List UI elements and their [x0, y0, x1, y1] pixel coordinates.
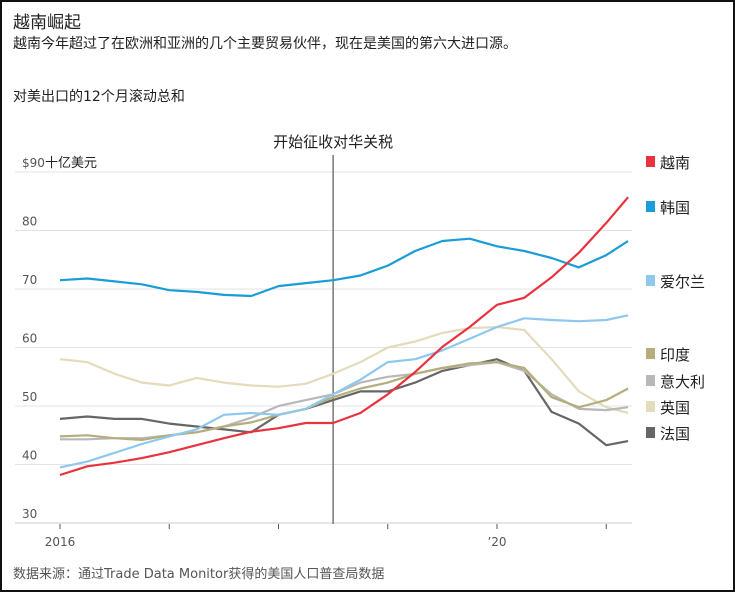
y-tick-label: 70: [22, 273, 37, 287]
legend-swatch: [646, 201, 655, 212]
legend-swatch: [646, 275, 655, 286]
legend-item: 越南: [646, 154, 690, 172]
legend-item: 意大利: [646, 373, 705, 391]
y-tick-label: 30: [22, 507, 37, 521]
legend-item: 韩国: [646, 199, 690, 217]
legend-label: 越南: [660, 154, 690, 172]
legend-label: 英国: [660, 399, 690, 417]
x-tick-label: ’20: [487, 535, 506, 549]
y-tick-label: 40: [22, 449, 37, 463]
series-line-1: [59, 237, 629, 298]
y-tick-label: $90: [22, 156, 45, 170]
measure-description: 对美出口的12个月滚动总和: [13, 89, 185, 105]
legend-label: 韩国: [660, 199, 690, 217]
y-tick-label: 50: [22, 390, 37, 404]
chart-title: 越南崛起: [13, 13, 81, 33]
series-line-2: [59, 314, 629, 469]
legend-label: 法国: [660, 425, 690, 443]
series-line-3: [59, 361, 629, 441]
legend-swatch: [646, 401, 655, 412]
legend-item: 法国: [646, 425, 690, 443]
series-line-0: [59, 196, 629, 477]
legend-label: 印度: [660, 346, 690, 364]
x-tick-label: 2016: [45, 535, 76, 549]
legend-item: 英国: [646, 399, 690, 417]
legend-label: 意大利: [660, 373, 705, 391]
legend-item: 爱尔兰: [646, 273, 705, 291]
legend-swatch: [646, 375, 655, 386]
y-tick-label: 60: [22, 332, 37, 346]
y-tick-label: 80: [22, 215, 37, 229]
source-note: 数据来源：通过Trade Data Monitor获得的美国人口普查局数据: [13, 567, 385, 582]
legend-item: 印度: [646, 346, 690, 364]
y-axis-unit-label: 十亿美元: [45, 156, 97, 171]
series-line-5: [59, 325, 629, 415]
tariff-annotation-label: 开始征收对华关税: [273, 133, 393, 151]
chart-subtitle: 越南今年超过了在欧洲和亚洲的几个主要贸易伙伴，现在是美国的第六大进口源。: [13, 36, 517, 52]
legend-label: 爱尔兰: [660, 273, 705, 291]
legend-swatch: [646, 427, 655, 438]
legend-swatch: [646, 156, 655, 167]
series-line-6: [59, 358, 629, 447]
legend-swatch: [646, 348, 655, 359]
